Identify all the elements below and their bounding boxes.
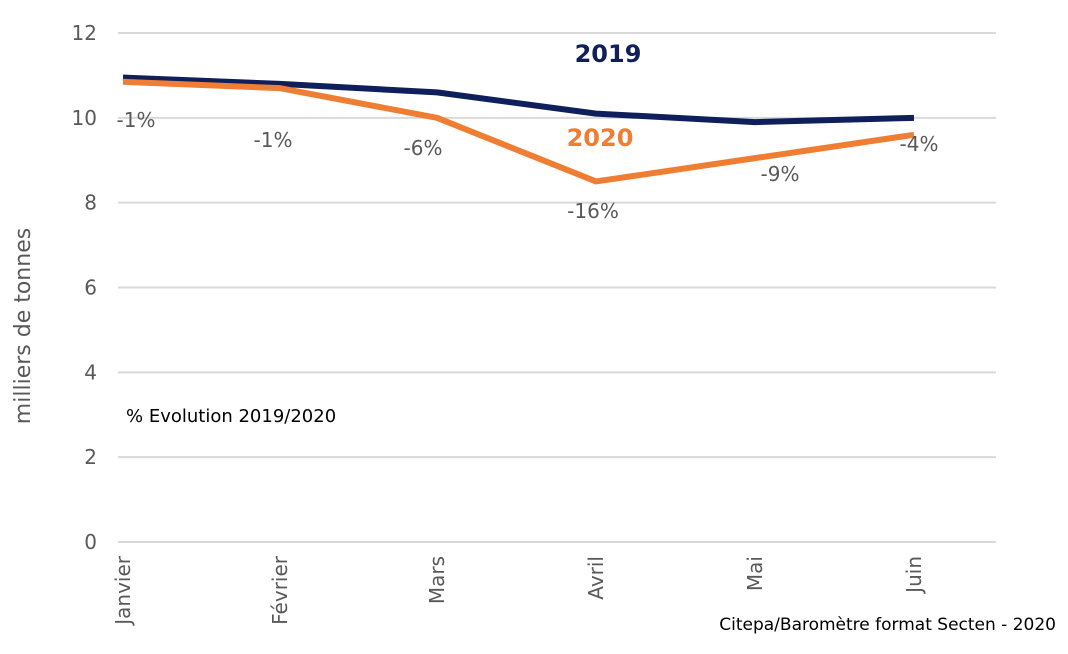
series-line-2019 xyxy=(122,74,915,126)
x-tick-label: Mai xyxy=(743,556,767,591)
series-label-2020: 2020 xyxy=(567,124,634,152)
x-tick-label: Janvier xyxy=(111,555,135,627)
x-axis-ticks: Janvier Février Mars Avril Mai Juin xyxy=(111,555,926,627)
series-label-2019: 2019 xyxy=(575,40,642,68)
y-tick-label: 6 xyxy=(84,276,97,300)
gridlines xyxy=(118,32,996,543)
y-axis-label: milliers de tonnes xyxy=(11,228,36,424)
x-tick-label: Avril xyxy=(584,556,608,600)
x-tick-label: Juin xyxy=(902,556,926,595)
percent-change-label: -9% xyxy=(761,162,800,186)
x-tick-label: Février xyxy=(268,555,292,625)
y-tick-label: 0 xyxy=(84,530,97,554)
y-tick-label: 4 xyxy=(84,360,97,384)
percent-change-label: -16% xyxy=(567,199,619,223)
y-tick-label: 10 xyxy=(72,106,97,130)
x-tick-label: Mars xyxy=(425,556,449,604)
percent-labels: -1% -1% -6% -16% -9% -4% xyxy=(117,108,939,223)
y-tick-label: 12 xyxy=(72,21,97,45)
y-tick-label: 2 xyxy=(84,445,97,469)
series-line-2020 xyxy=(122,78,915,185)
series-lines xyxy=(122,74,915,185)
y-tick-label: 8 xyxy=(84,191,97,215)
percent-change-label: -6% xyxy=(404,136,443,160)
y-axis-ticks: 0 2 4 6 8 10 12 xyxy=(72,21,97,554)
source-caption: Citepa/Baromètre format Secten - 2020 xyxy=(719,615,1056,635)
percent-change-label: -1% xyxy=(254,128,293,152)
evolution-annotation: % Evolution 2019/2020 xyxy=(126,406,336,427)
percent-change-label: -1% xyxy=(117,108,156,132)
percent-change-label: -4% xyxy=(900,132,939,156)
